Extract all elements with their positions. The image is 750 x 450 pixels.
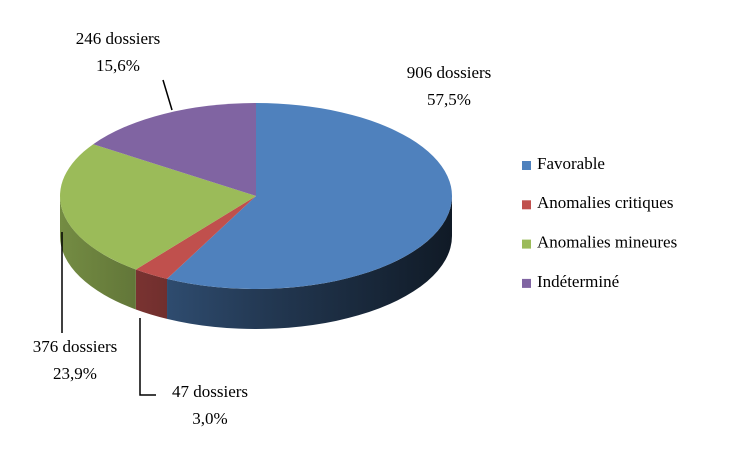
legend-swatch <box>522 161 531 170</box>
legend-label: Favorable <box>537 154 605 173</box>
slice-side <box>135 269 168 319</box>
data-label-count: 376 dossiers <box>33 337 118 356</box>
slice <box>135 196 256 279</box>
slice-side <box>60 196 136 310</box>
legend-label: Indéterminé <box>537 272 619 291</box>
slice-side <box>167 196 452 329</box>
data-label: 57,5% <box>427 90 471 109</box>
data-label-count: 47 dossiers <box>172 382 248 401</box>
legend-swatch <box>522 278 531 288</box>
leader-line <box>139 318 156 396</box>
data-label: 15,6% <box>96 56 140 75</box>
data-label-count: 246 dossiers <box>76 29 161 48</box>
legend-swatch <box>522 239 531 249</box>
leader-line <box>162 79 173 111</box>
data-label-count: 906 dossiers <box>407 63 492 82</box>
legend-label: Anomalies mineures <box>537 233 677 252</box>
legend-label: Anomalies critiques <box>537 193 673 212</box>
data-label: 3,0% <box>192 409 227 428</box>
slice <box>60 144 256 270</box>
slice <box>167 103 452 290</box>
data-label: 23,9% <box>53 364 97 383</box>
slice <box>93 103 256 196</box>
legend-swatch <box>522 200 531 210</box>
